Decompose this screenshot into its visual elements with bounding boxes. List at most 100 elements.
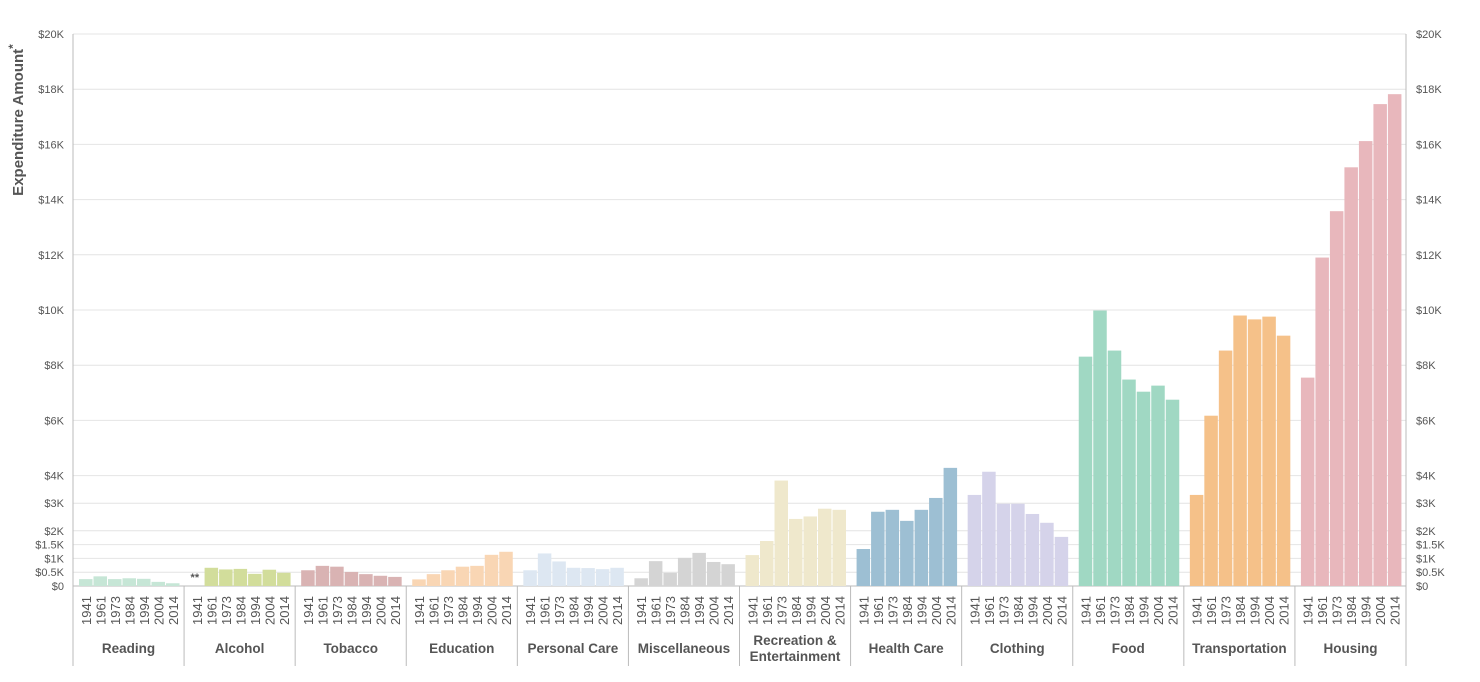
year-label: 1984 — [1233, 596, 1248, 625]
bar — [581, 568, 595, 586]
year-label: 2004 — [1151, 596, 1166, 625]
year-label: 2014 — [832, 596, 847, 625]
y-tick-label-right: $1.5K — [1416, 540, 1445, 552]
bar — [373, 575, 388, 586]
year-label: 1961 — [1093, 596, 1108, 625]
year-label: 2004 — [1262, 596, 1277, 625]
bar — [204, 567, 219, 586]
bar — [330, 566, 344, 586]
y-tick-label-left: $1.5K — [35, 540, 64, 552]
bar — [982, 471, 996, 586]
y-axis-title: Expenditure Amount* — [6, 44, 27, 196]
year-label: 1984 — [344, 596, 359, 625]
year-label: 1994 — [137, 596, 152, 625]
category-group-recreation-entertainment: 1941 1961 1973 1984 1994 2004 2014 Recreation &… — [739, 480, 847, 666]
year-label: 2004 — [151, 596, 166, 625]
bar — [803, 516, 817, 586]
category-label: Clothing — [990, 641, 1045, 656]
year-label: 1984 — [567, 596, 582, 625]
bar — [277, 572, 291, 586]
year-label: 2014 — [388, 596, 403, 625]
year-label: 1994 — [803, 596, 818, 625]
bar — [967, 494, 982, 586]
year-label: 2014 — [1054, 596, 1069, 625]
year-label: 1994 — [1137, 596, 1152, 625]
y-tick-label-left: $2K — [44, 526, 64, 538]
year-label: 1941 — [301, 596, 316, 625]
year-label: 2004 — [1040, 596, 1055, 625]
bar — [1233, 315, 1247, 586]
year-label: 1973 — [1108, 596, 1123, 625]
year-label: 2004 — [596, 596, 611, 625]
bar — [262, 569, 277, 586]
year-label: 1973 — [1330, 596, 1345, 625]
year-label: 1961 — [760, 596, 775, 625]
year-label: 1994 — [359, 596, 374, 625]
bar — [692, 552, 706, 586]
year-label: 2014 — [1277, 596, 1292, 625]
year-label: 1941 — [1079, 596, 1094, 625]
bar — [1344, 167, 1358, 587]
bar — [108, 579, 122, 586]
year-label: 1973 — [663, 596, 678, 625]
year-label: 1973 — [885, 596, 900, 625]
year-label: 2014 — [277, 596, 292, 625]
bar — [1204, 415, 1218, 586]
y-tick-label-right: $12K — [1416, 250, 1442, 262]
year-label: 2014 — [1388, 596, 1403, 625]
category-label: Transportation — [1192, 641, 1287, 656]
category-label: Food — [1112, 641, 1145, 656]
year-label: 1994 — [1248, 596, 1263, 625]
y-tick-label-right: $1K — [1416, 553, 1436, 565]
year-label: 2014 — [499, 596, 514, 625]
bar — [818, 508, 832, 586]
bar — [914, 509, 929, 586]
year-label: 1941 — [745, 596, 760, 625]
year-label: 1941 — [967, 596, 982, 625]
y-tick-label-left: $14K — [38, 195, 64, 207]
bar — [426, 574, 441, 586]
year-label: 2014 — [1166, 596, 1181, 625]
category-label: Housing — [1323, 641, 1377, 656]
y-tick-label-right: $4K — [1416, 471, 1436, 483]
y-tick-label-left: $8K — [44, 360, 64, 372]
bar — [1025, 513, 1040, 586]
year-label: 1994 — [692, 596, 707, 625]
bar — [929, 497, 943, 586]
category-group-food: 1941 1961 1973 1984 1994 2004 2014 Food — [1072, 310, 1181, 666]
y-tick-label-left: $0 — [52, 581, 64, 593]
bar — [1358, 141, 1373, 586]
year-label: 1961 — [538, 596, 553, 625]
year-label: 2004 — [485, 596, 500, 625]
bar — [455, 566, 470, 586]
bar — [789, 518, 803, 586]
y-tick-label-left: $20K — [38, 29, 64, 41]
y-tick-label-right: $18K — [1416, 84, 1442, 96]
year-label: 1994 — [1025, 596, 1040, 625]
bar — [1189, 494, 1204, 586]
year-label: 2014 — [721, 596, 736, 625]
year-label: 1994 — [470, 596, 485, 625]
bar — [315, 565, 330, 586]
year-label: 1994 — [581, 596, 596, 625]
year-label: 1941 — [856, 596, 871, 625]
y-tick-label-right: $6K — [1416, 415, 1436, 427]
category-label: Entertainment — [750, 649, 841, 664]
year-label: 1994 — [914, 596, 929, 625]
bar — [595, 569, 610, 586]
year-label: 1961 — [204, 596, 219, 625]
y-axis-title-marker: * — [6, 44, 20, 49]
y-tick-label-left: $3K — [44, 498, 64, 510]
year-label: 1941 — [190, 596, 205, 625]
y-tick-label-left: $12K — [38, 250, 64, 262]
year-label: 1941 — [634, 596, 649, 625]
bar — [1300, 377, 1315, 586]
y-tick-label-right: $14K — [1416, 195, 1442, 207]
bar — [677, 557, 692, 586]
bar — [663, 572, 677, 586]
year-label: 2004 — [707, 596, 722, 625]
bar — [566, 567, 581, 586]
year-label: 1961 — [427, 596, 442, 625]
bar — [470, 565, 484, 586]
bar — [1054, 536, 1069, 586]
